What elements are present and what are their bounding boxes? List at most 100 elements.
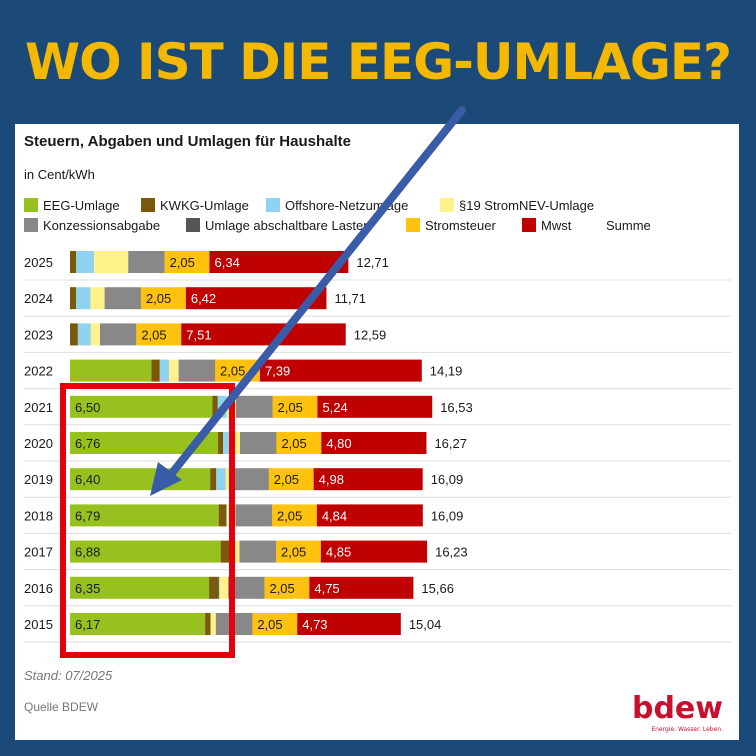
total-label-2019: 16,09 — [431, 472, 464, 487]
total-label-2024: 11,71 — [334, 291, 366, 306]
bar-konzessionsabgabe-2019 — [232, 468, 269, 491]
data-label-mwst-2024: 6,42 — [191, 291, 216, 306]
bar-kwkg-umlage-2023 — [70, 323, 78, 346]
bar-konzessionsabgabe-2023 — [100, 323, 137, 346]
bar-konzessionsabgabe-2018 — [235, 504, 272, 527]
chart-card: Steuern, Abgaben und Umlagen für Haushal… — [15, 124, 739, 740]
bar-konzessionsabgabe-2016 — [228, 576, 265, 599]
data-label-stromsteuer-2021: 2,05 — [278, 400, 303, 415]
bar-konzessionsabgabe-2021 — [236, 395, 273, 418]
year-label-2023: 2023 — [24, 327, 53, 342]
data-label-mwst-2021: 5,24 — [322, 400, 347, 415]
bar-eeg-umlage-2022 — [70, 359, 152, 382]
bar-19-stromnev-umlage-2016 — [219, 576, 229, 599]
bar-kwkg-umlage-2024 — [70, 287, 77, 310]
legend-label-summe: Summe — [606, 218, 651, 233]
data-label-eeg-umlage-2020: 6,76 — [75, 436, 100, 451]
data-label-eeg-umlage-2016: 6,35 — [75, 581, 100, 596]
legend-label-mwst: Mwst — [541, 218, 572, 233]
bar-kwkg-umlage-2018 — [218, 504, 227, 527]
total-label-2017: 16,23 — [435, 545, 468, 560]
bar-stromsteuer-2017 — [275, 540, 321, 563]
data-label-mwst-2018: 4,84 — [322, 508, 347, 523]
bar-19-stromnev-umlage-2019 — [225, 468, 233, 491]
year-label-2020: 2020 — [24, 436, 53, 451]
bar-mwst-2016 — [309, 576, 414, 599]
total-label-2025: 12,71 — [356, 255, 389, 270]
year-label-2024: 2024 — [24, 291, 53, 306]
legend-swatch-mwst — [522, 218, 536, 232]
data-label-mwst-2022: 7,39 — [265, 364, 290, 379]
source-text: Quelle BDEW — [24, 700, 99, 714]
bar-offshore-netzumlage-2017 — [230, 540, 231, 563]
data-label-stromsteuer-2015: 2,05 — [257, 617, 282, 632]
data-label-mwst-2016: 4,75 — [314, 581, 339, 596]
legend-swatch-kwkg-umlage — [141, 198, 155, 212]
legend-label-stromsteuer: Stromsteuer — [425, 218, 496, 233]
year-label-2019: 2019 — [24, 472, 53, 487]
bar-mwst-2018 — [316, 504, 423, 527]
bar-mwst-2015 — [297, 613, 401, 635]
bar-konzessionsabgabe-2024 — [104, 287, 141, 310]
bar-offshore-netzumlage-2020 — [223, 432, 233, 454]
data-label-stromsteuer-2018: 2,05 — [277, 508, 302, 523]
data-label-stromsteuer-2020: 2,05 — [281, 436, 306, 451]
bar-offshore-netzumlage-2018 — [226, 504, 228, 527]
data-label-stromsteuer-2016: 2,05 — [269, 581, 294, 596]
data-label-mwst-2023: 7,51 — [186, 327, 211, 342]
legend-swatch-19-stromnev-umlage — [440, 198, 454, 212]
bar-offshore-netzumlage-2016 — [218, 576, 220, 599]
bar-konzessionsabgabe-2022 — [178, 359, 215, 382]
bar-19-stromnev-umlage-2025 — [94, 251, 129, 273]
bar-kwkg-umlage-2015 — [205, 613, 211, 635]
bar-19-stromnev-umlage-2020 — [232, 432, 240, 454]
footnote: Stand: 07/2025 — [24, 668, 113, 683]
data-label-stromsteuer-2023: 2,05 — [141, 327, 166, 342]
total-label-2023: 12,59 — [354, 327, 387, 342]
bar-19-stromnev-umlage-2023 — [90, 323, 101, 346]
bar-offshore-netzumlage-2022 — [159, 359, 169, 382]
bar-kwkg-umlage-2019 — [210, 468, 217, 491]
bar-offshore-netzumlage-2021 — [217, 395, 227, 418]
data-label-stromsteuer-2017: 2,05 — [281, 545, 306, 560]
bar-konzessionsabgabe-2020 — [239, 432, 277, 454]
bar-stromsteuer-2015 — [252, 613, 298, 635]
data-label-eeg-umlage-2015: 6,17 — [75, 617, 100, 632]
data-label-eeg-umlage-2021: 6,50 — [75, 400, 100, 415]
total-label-2020: 16,27 — [434, 436, 467, 451]
data-label-stromsteuer-2025: 2,05 — [170, 255, 195, 270]
bar-offshore-netzumlage-2024 — [76, 287, 91, 310]
bar-stromsteuer-2016 — [264, 576, 310, 599]
legend-label-offshore-netzumlage: Offshore-Netzumlage — [285, 198, 408, 213]
bar-konzessionsabgabe-2015 — [215, 613, 253, 635]
bar-mwst-2017 — [320, 540, 428, 563]
chart-title: Steuern, Abgaben und Umlagen für Haushal… — [24, 133, 351, 150]
legend-swatch-stromsteuer — [406, 218, 420, 232]
data-label-mwst-2020: 4,80 — [326, 436, 351, 451]
total-label-2016: 15,66 — [421, 581, 454, 596]
legend-swatch-konzessionsabgabe — [24, 218, 38, 232]
data-label-stromsteuer-2024: 2,05 — [146, 291, 171, 306]
chart-rows: 2025 2,05 6,34 12,71 2024 2,05 6,42 11,71 2023 2,… — [24, 251, 731, 643]
legend-swatch-umlage-abschaltbare-lasten — [186, 218, 200, 232]
bar-offshore-netzumlage-2019 — [216, 468, 226, 491]
year-label-2016: 2016 — [24, 581, 53, 596]
year-label-2015: 2015 — [24, 617, 53, 632]
legend-label-konzessionsabgabe: Konzessionsabgabe — [43, 218, 160, 233]
bar-kwkg-umlage-2020 — [218, 432, 224, 454]
total-label-2021: 16,53 — [440, 400, 473, 415]
bar-kwkg-umlage-2017 — [220, 540, 231, 563]
year-label-2018: 2018 — [24, 508, 53, 523]
legend-label-19-stromnev-umlage: §19 StromNEV-Umlage — [459, 198, 594, 213]
year-label-2025: 2025 — [24, 255, 53, 270]
bar-stromsteuer-2018 — [271, 504, 317, 527]
total-label-2018: 16,09 — [431, 508, 464, 523]
bar-kwkg-umlage-2022 — [151, 359, 160, 382]
bar-19-stromnev-umlage-2018 — [227, 504, 236, 527]
total-label-2022: 14,19 — [430, 364, 463, 379]
bar-19-stromnev-umlage-2017 — [230, 540, 240, 563]
data-label-stromsteuer-2022: 2,05 — [220, 364, 245, 379]
bar-kwkg-umlage-2025 — [70, 251, 77, 273]
data-label-eeg-umlage-2018: 6,79 — [75, 508, 100, 523]
bdew-logo: bdew — [632, 691, 723, 726]
